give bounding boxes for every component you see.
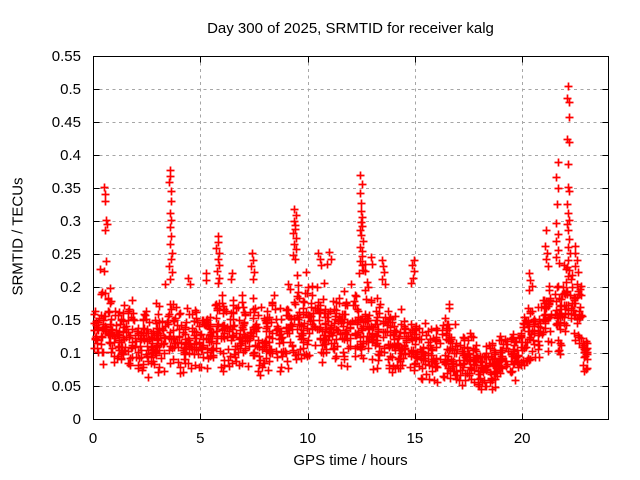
y-tick-label: 0.5 (60, 81, 81, 98)
grid-lines (93, 56, 608, 419)
chart-title: Day 300 of 2025, SRMTID for receiver kal… (207, 20, 494, 37)
y-tick-label: 0.4 (60, 147, 81, 164)
x-axis-label: GPS time / hours (293, 452, 408, 469)
x-tick-label: 0 (89, 430, 97, 447)
x-tick-label: 10 (299, 430, 316, 447)
y-tick-label: 0.45 (52, 114, 81, 131)
y-tick-label: 0.55 (52, 48, 81, 65)
data-points (90, 82, 592, 394)
x-tick-label: 15 (407, 430, 424, 447)
y-tick-label: 0.35 (52, 180, 81, 197)
axes (93, 56, 609, 420)
tick-labels: 0 0.05 0.1 0.15 0.2 0.25 0.3 0.35 0.4 0.45 0.5 0.55… (52, 48, 531, 447)
y-tick-label: 0.1 (60, 345, 81, 362)
y-tick-label: 0 (73, 411, 81, 428)
y-tick-label: 0.2 (60, 279, 81, 296)
x-tick-label: 5 (196, 430, 204, 447)
x-tick-label: 20 (514, 430, 531, 447)
y-tick-label: 0.15 (52, 312, 81, 329)
y-tick-label: 0.05 (52, 378, 81, 395)
y-tick-label: 0.3 (60, 213, 81, 230)
y-tick-label: 0.25 (52, 246, 81, 263)
